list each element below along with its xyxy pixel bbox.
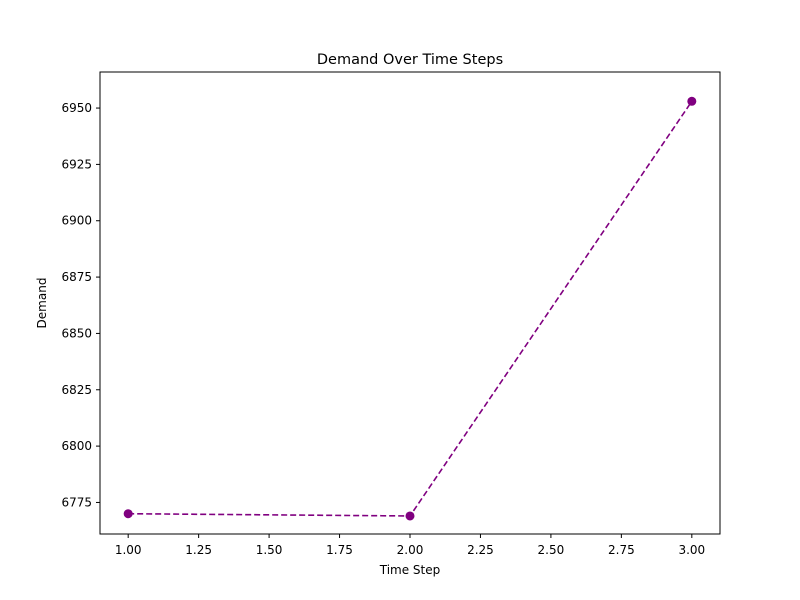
y-tick-label: 6925 <box>61 157 92 171</box>
x-tick-label: 1.50 <box>256 543 283 557</box>
x-tick-label: 2.00 <box>397 543 424 557</box>
x-tick-label: 2.75 <box>608 543 635 557</box>
series-line <box>128 100 693 517</box>
chart-title: Demand Over Time Steps <box>317 52 503 68</box>
x-tick-label: 1.25 <box>185 543 212 557</box>
plot-frame <box>99 71 721 535</box>
x-tick-label: 3.00 <box>678 543 705 557</box>
y-tick-label: 6950 <box>61 101 92 115</box>
y-tick-label: 6900 <box>61 214 92 228</box>
x-tick-label: 1.00 <box>115 543 142 557</box>
data-point <box>405 511 415 521</box>
y-tick-label: 6825 <box>61 383 92 397</box>
x-axis: 1.00 1.25 1.50 1.75 2.00 2.25 2.50 2.75 3.00 <box>115 534 705 557</box>
y-tick-label: 6775 <box>61 495 92 509</box>
y-tick-label: 6800 <box>61 439 92 453</box>
y-axis-label: Demand <box>35 278 49 329</box>
x-tick-label: 2.50 <box>538 543 565 557</box>
x-tick-label: 2.25 <box>467 543 494 557</box>
plot-area <box>123 96 697 521</box>
y-tick-label: 6875 <box>61 270 92 284</box>
y-axis: 6775 6800 6825 6850 6875 6900 6925 6950 <box>61 101 100 509</box>
data-point <box>123 509 133 519</box>
y-tick-label: 6850 <box>61 326 92 340</box>
x-tick-label: 1.75 <box>326 543 353 557</box>
data-point <box>687 96 697 106</box>
x-axis-label: Time Step <box>379 563 441 577</box>
